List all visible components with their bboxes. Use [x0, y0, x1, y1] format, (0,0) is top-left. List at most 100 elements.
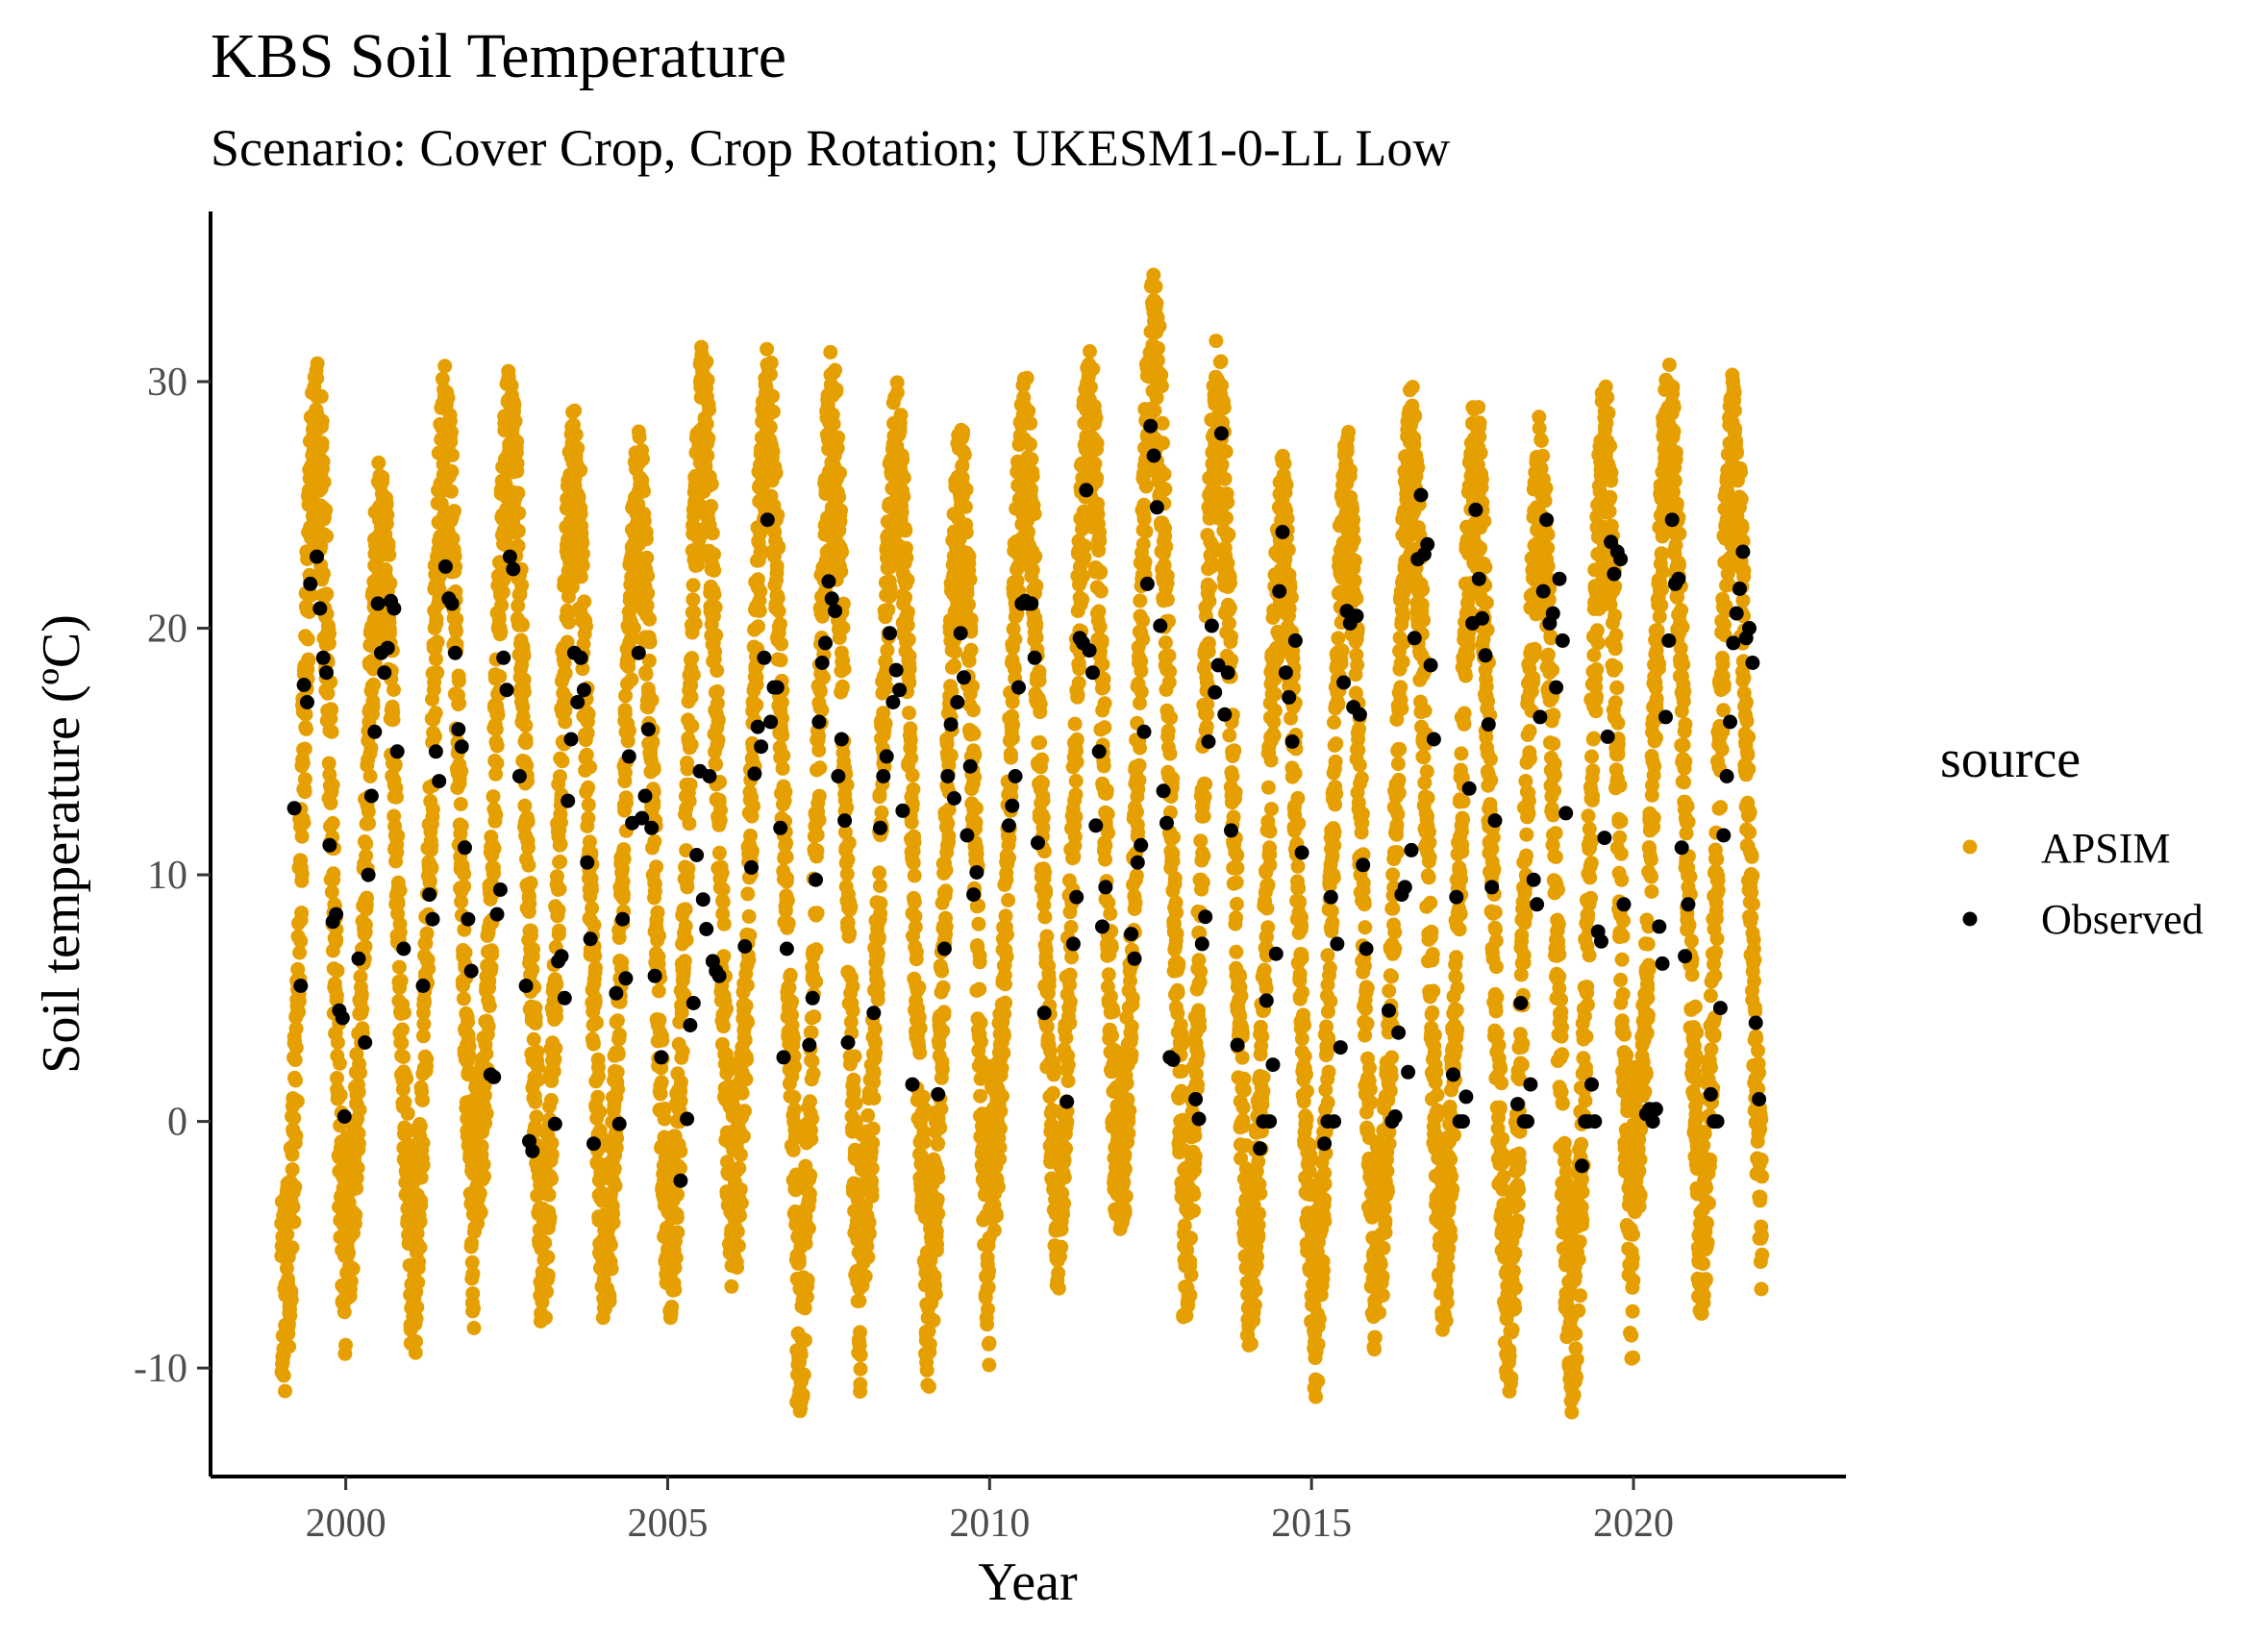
- apsim-point: [351, 1136, 366, 1151]
- apsim-point: [379, 496, 394, 511]
- apsim-point: [738, 998, 754, 1013]
- apsim-point: [616, 852, 632, 867]
- apsim-point: [853, 1325, 867, 1340]
- apsim-point: [558, 665, 573, 681]
- apsim-point: [300, 632, 315, 647]
- apsim-point: [278, 1383, 292, 1399]
- apsim-point: [735, 1085, 750, 1101]
- apsim-point: [739, 978, 755, 993]
- apsim-point: [445, 447, 460, 462]
- apsim-point: [1035, 810, 1051, 826]
- apsim-point: [287, 1214, 302, 1229]
- apsim-point: [673, 1075, 688, 1090]
- apsim-point: [780, 871, 794, 885]
- apsim-point: [412, 1214, 428, 1229]
- apsim-point: [774, 636, 789, 652]
- apsim-point: [510, 434, 525, 449]
- apsim-point: [301, 653, 316, 668]
- apsim-point: [903, 733, 918, 748]
- apsim-point: [965, 703, 981, 718]
- apsim-point: [650, 905, 665, 920]
- apsim-point: [1027, 507, 1042, 522]
- apsim-point: [590, 1089, 606, 1105]
- apsim-point: [447, 504, 461, 519]
- apsim-point: [902, 649, 917, 663]
- apsim-point: [345, 1261, 361, 1277]
- apsim-point: [1025, 469, 1040, 484]
- apsim-point: [1134, 663, 1149, 679]
- apsim-point: [1024, 482, 1039, 497]
- apsim-point: [865, 1135, 881, 1151]
- apsim-point: [935, 980, 951, 995]
- apsim-point: [919, 1362, 935, 1378]
- apsim-point: [515, 617, 530, 633]
- apsim-point: [737, 1104, 752, 1119]
- apsim-point: [521, 857, 536, 873]
- apsim-point: [1029, 616, 1044, 632]
- apsim-point: [549, 1009, 563, 1025]
- apsim-point: [880, 643, 895, 658]
- apsim-point: [931, 1135, 946, 1151]
- apsim-point: [805, 1111, 820, 1127]
- apsim-point: [486, 841, 502, 857]
- apsim-point: [554, 815, 568, 831]
- apsim-point: [412, 1119, 428, 1134]
- apsim-point: [1089, 435, 1105, 451]
- apsim-point: [902, 706, 916, 721]
- apsim-point: [700, 448, 715, 463]
- apsim-point: [1097, 720, 1112, 735]
- apsim-point: [365, 699, 381, 714]
- apsim-point: [906, 856, 921, 871]
- apsim-point: [458, 945, 473, 960]
- apsim-point: [780, 893, 795, 908]
- apsim-point: [860, 1107, 876, 1123]
- apsim-point: [382, 547, 397, 562]
- apsim-point: [369, 624, 385, 638]
- apsim-point: [1024, 452, 1039, 467]
- apsim-point: [352, 1103, 367, 1117]
- apsim-point: [279, 1260, 294, 1276]
- apsim-point: [1038, 942, 1054, 957]
- apsim-point: [1151, 340, 1165, 356]
- apsim-point: [362, 769, 378, 783]
- apsim-point: [900, 572, 915, 587]
- apsim-point: [516, 648, 532, 663]
- apsim-point: [1006, 717, 1021, 733]
- apsim-point: [417, 995, 432, 1009]
- apsim-point: [741, 953, 757, 968]
- apsim-point: [871, 977, 885, 992]
- apsim-point: [400, 1105, 415, 1121]
- apsim-point: [1068, 787, 1084, 803]
- apsim-point: [1085, 361, 1101, 377]
- apsim-point: [981, 1279, 996, 1295]
- apsim-point: [1000, 927, 1014, 942]
- apsim-point: [973, 1088, 988, 1104]
- apsim-point: [1148, 279, 1163, 294]
- apsim-point: [488, 807, 504, 823]
- apsim-point: [746, 799, 761, 814]
- apsim-point: [319, 586, 335, 602]
- apsim-point: [464, 1235, 479, 1251]
- apsim-point: [457, 866, 472, 882]
- apsim-point: [461, 1039, 477, 1055]
- apsim-point: [1019, 370, 1034, 385]
- apsim-point: [484, 959, 499, 975]
- apsim-point: [753, 584, 768, 599]
- apsim-point: [548, 1041, 563, 1055]
- apsim-point: [294, 866, 310, 882]
- apsim-point: [865, 1121, 881, 1136]
- apsim-point: [579, 619, 593, 634]
- apsim-point: [685, 667, 701, 683]
- apsim-point: [1054, 1239, 1069, 1254]
- apsim-point: [710, 696, 725, 711]
- apsim-point: [1097, 696, 1112, 711]
- apsim-point: [895, 452, 910, 467]
- apsim-point: [811, 729, 826, 744]
- apsim-point: [1103, 989, 1118, 1004]
- apsim-point: [606, 1215, 621, 1230]
- apsim-point: [1135, 632, 1151, 647]
- apsim-point: [715, 895, 731, 909]
- apsim-point: [733, 1147, 748, 1162]
- apsim-point: [702, 402, 717, 417]
- apsim-point: [411, 1275, 426, 1290]
